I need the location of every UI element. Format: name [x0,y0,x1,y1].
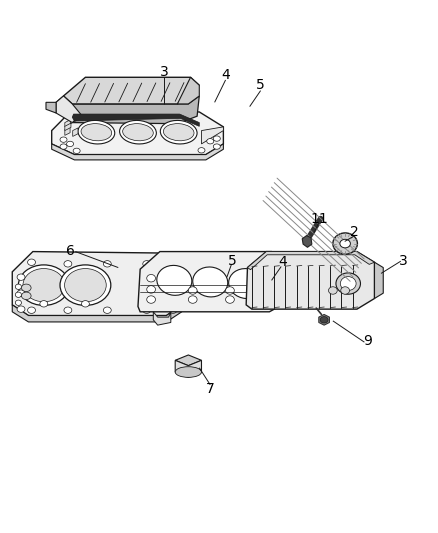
Ellipse shape [263,296,272,303]
Ellipse shape [21,292,31,300]
Polygon shape [56,96,199,124]
Ellipse shape [64,269,106,302]
Ellipse shape [120,120,156,144]
Polygon shape [52,144,223,160]
Ellipse shape [18,265,69,305]
Polygon shape [65,123,71,131]
Text: 4: 4 [221,68,230,82]
Ellipse shape [60,144,67,149]
Polygon shape [175,360,201,377]
Ellipse shape [23,269,65,302]
Ellipse shape [64,307,72,313]
Ellipse shape [17,290,25,296]
Ellipse shape [340,239,350,248]
Ellipse shape [162,295,171,302]
Ellipse shape [207,139,214,144]
Polygon shape [52,112,223,155]
Ellipse shape [160,120,197,144]
Ellipse shape [17,306,25,312]
Ellipse shape [276,290,285,298]
Polygon shape [246,252,374,309]
Ellipse shape [103,261,111,267]
Polygon shape [12,252,182,316]
Text: 5: 5 [256,78,265,92]
Ellipse shape [143,307,151,313]
Ellipse shape [123,124,153,141]
Ellipse shape [213,136,220,141]
Ellipse shape [15,300,21,305]
Ellipse shape [28,259,35,265]
Ellipse shape [64,261,72,267]
Ellipse shape [67,141,74,147]
Ellipse shape [340,277,356,290]
Ellipse shape [341,287,350,294]
Ellipse shape [188,287,197,294]
Polygon shape [73,128,78,136]
Ellipse shape [229,269,264,298]
Ellipse shape [188,296,197,303]
Ellipse shape [157,265,192,295]
Ellipse shape [40,301,48,307]
Ellipse shape [103,307,111,313]
Polygon shape [177,77,199,104]
Ellipse shape [333,233,357,254]
Ellipse shape [21,284,31,292]
Ellipse shape [320,317,328,323]
Polygon shape [201,127,223,144]
Polygon shape [56,96,81,123]
Polygon shape [319,314,329,325]
Text: 11: 11 [311,212,328,225]
Polygon shape [175,355,201,366]
Text: 3: 3 [160,65,169,79]
Ellipse shape [81,301,89,307]
Ellipse shape [147,296,155,303]
Ellipse shape [73,148,80,154]
Text: 3: 3 [399,254,407,268]
Ellipse shape [28,307,35,313]
Ellipse shape [60,265,111,305]
Ellipse shape [143,261,151,267]
Ellipse shape [193,267,228,297]
Polygon shape [12,305,182,322]
Ellipse shape [81,124,112,141]
Ellipse shape [175,367,201,377]
Ellipse shape [226,287,234,294]
Polygon shape [64,77,199,104]
Ellipse shape [147,274,155,282]
Ellipse shape [17,274,25,280]
Ellipse shape [78,120,115,144]
Ellipse shape [147,286,155,293]
Text: 7: 7 [206,382,215,396]
Ellipse shape [162,283,171,290]
Ellipse shape [15,284,21,289]
Polygon shape [153,312,171,325]
Text: 2: 2 [350,225,359,239]
Polygon shape [247,252,374,270]
Ellipse shape [60,137,67,142]
Text: 6: 6 [66,244,74,257]
Ellipse shape [213,144,220,149]
Polygon shape [72,114,199,126]
Polygon shape [65,127,70,135]
Ellipse shape [198,148,205,153]
Ellipse shape [336,273,360,294]
Polygon shape [46,102,56,113]
Text: 4: 4 [278,255,287,269]
Ellipse shape [169,263,177,270]
Polygon shape [138,252,289,312]
Ellipse shape [15,292,21,297]
Text: 9: 9 [364,334,372,348]
Polygon shape [71,116,77,124]
Polygon shape [302,236,312,247]
Text: 5: 5 [228,254,237,268]
Ellipse shape [328,287,337,294]
Ellipse shape [169,307,177,313]
Ellipse shape [263,284,272,292]
Ellipse shape [226,296,234,303]
Ellipse shape [163,124,194,141]
Polygon shape [65,119,71,127]
Polygon shape [374,262,383,298]
